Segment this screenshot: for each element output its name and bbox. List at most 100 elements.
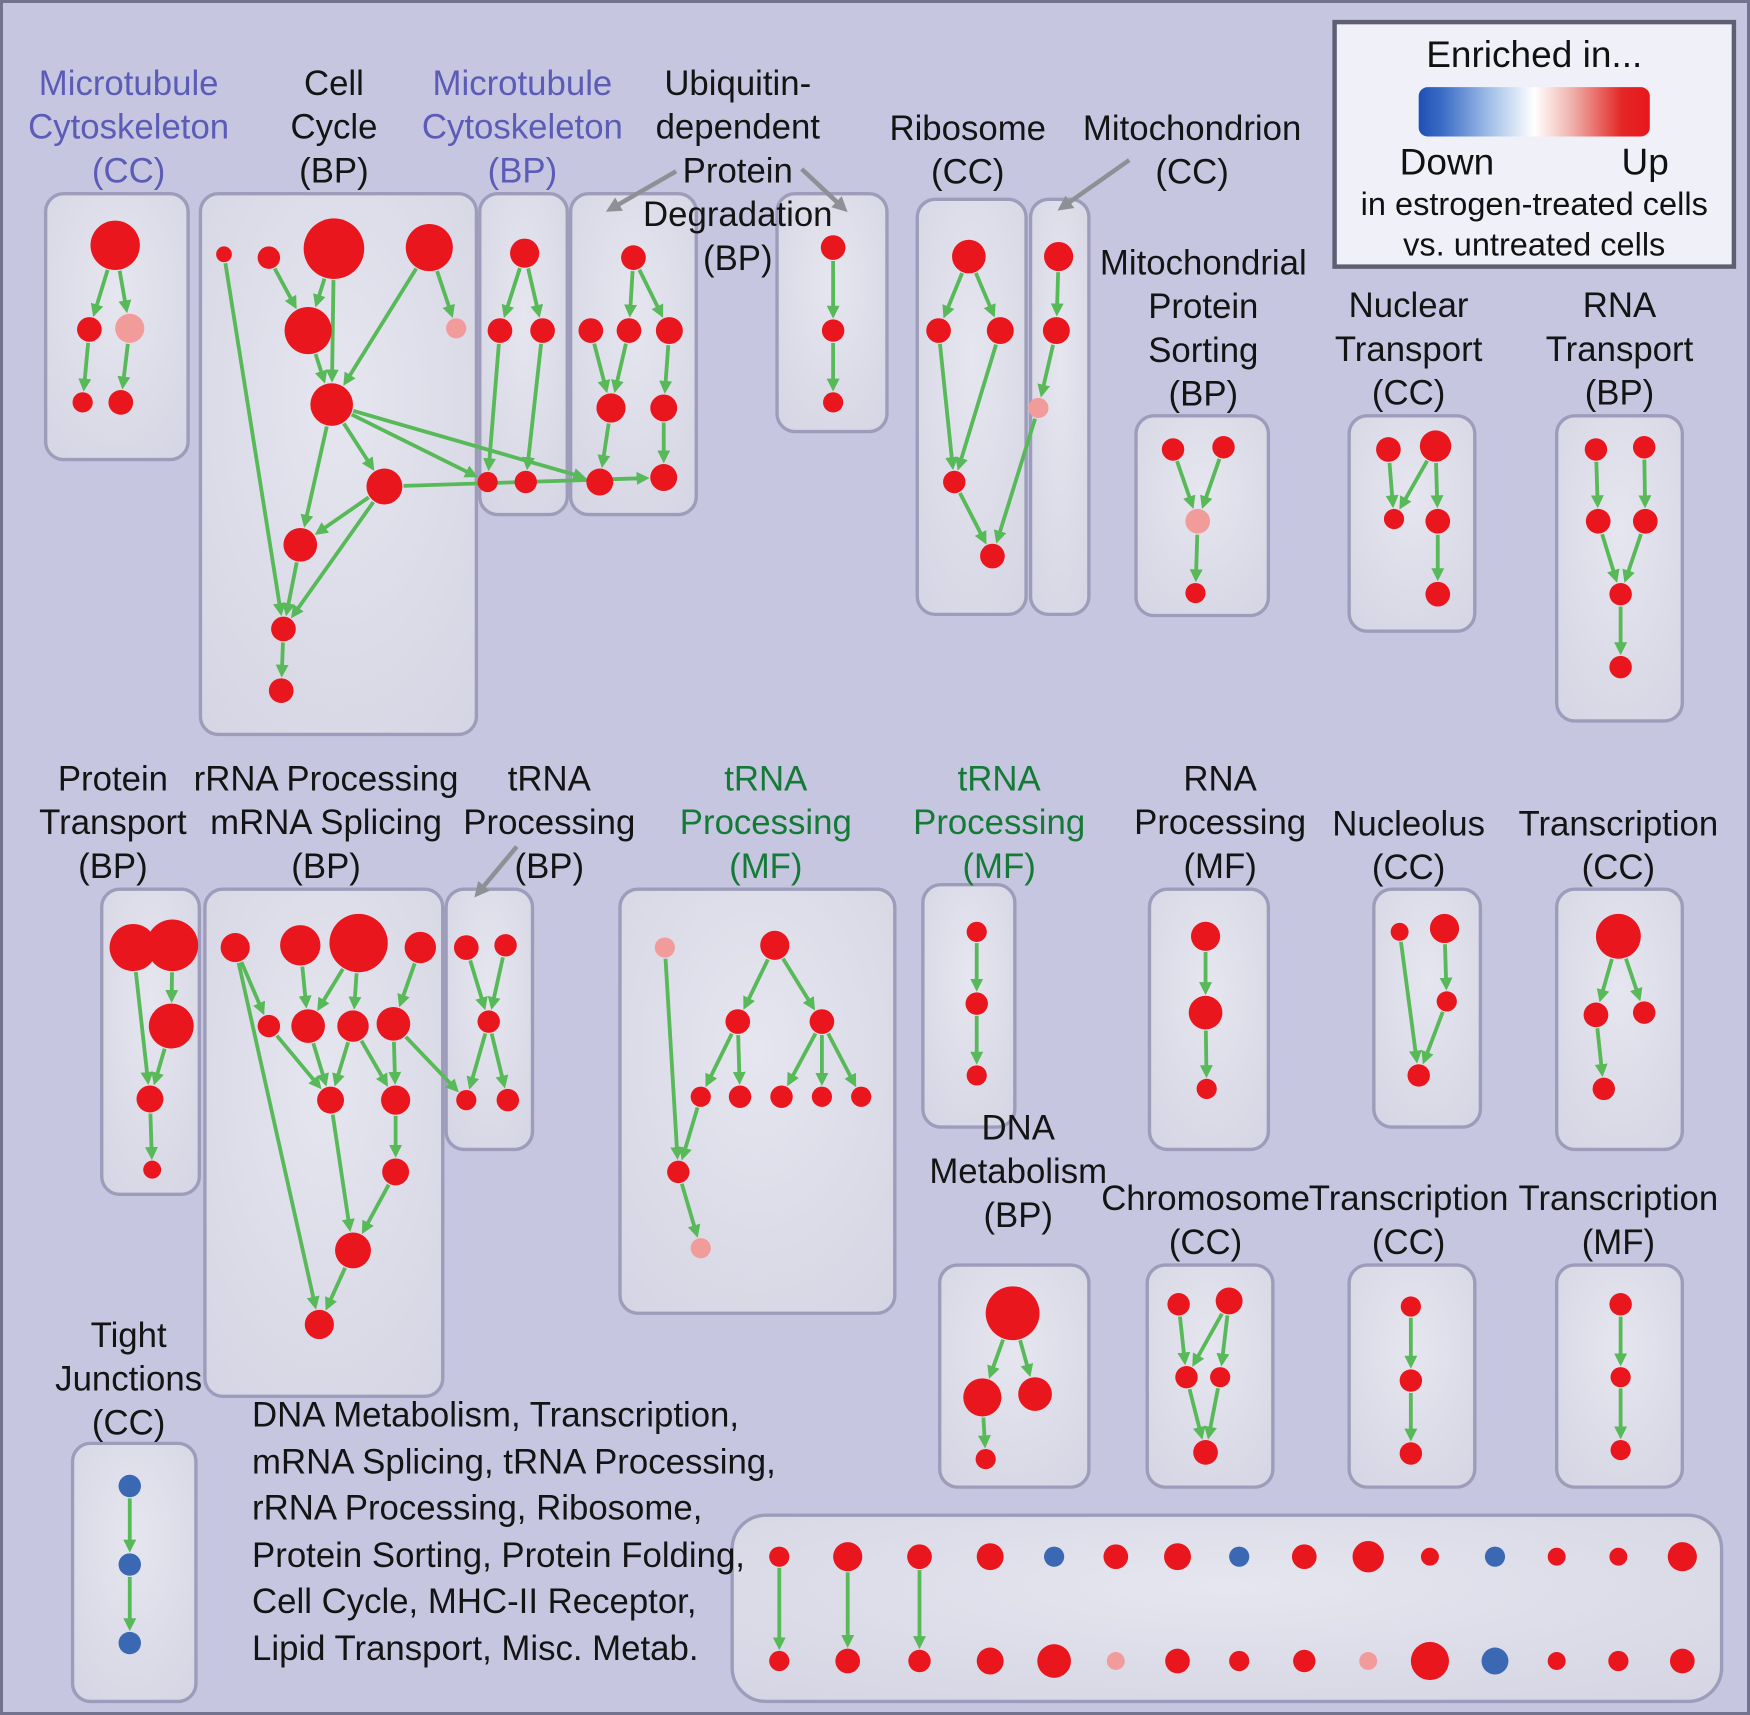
- relation-edge: [342, 422, 375, 471]
- legend-title: Enriched in...: [1426, 33, 1643, 75]
- go-term-node-rna-transport-0: [1584, 438, 1608, 461]
- go-term-node-cell-cycle-2: [303, 218, 365, 279]
- go-term-node-protein-transport-0: [109, 923, 157, 972]
- go-term-node-rna-transport-1: [1632, 436, 1656, 459]
- go-term-node-mito-protein-sorting-1: [1212, 436, 1235, 459]
- go-term-node-microtubule-cc-0: [90, 220, 140, 270]
- relation-edge: [1600, 533, 1620, 583]
- go-term-node-chromosome-0: [1167, 1293, 1190, 1316]
- relation-edge: [330, 1114, 355, 1233]
- go-term-node-mitochondrion-0: [1044, 241, 1074, 272]
- network-canvas: [43, 158, 1724, 1704]
- go-term-node-mixed-categories-19: [1359, 1652, 1378, 1670]
- go-term-node-chromosome-3: [1210, 1367, 1231, 1388]
- go-term-node-trna-processing-bp-3: [456, 1090, 477, 1111]
- go-term-node-mixed-categories-9: [1037, 1644, 1071, 1678]
- relation-edge: [993, 418, 1037, 544]
- go-term-node-mixed-categories-29: [1669, 1648, 1695, 1674]
- go-term-node-rrna-processing-3: [404, 931, 437, 964]
- relation-edge: [1037, 344, 1055, 398]
- go-term-node-mixed-categories-16: [1291, 1544, 1317, 1570]
- go-term-node-mitochondrion-1: [1042, 317, 1070, 345]
- relation-edge: [352, 408, 587, 481]
- go-term-node-rna-processing-mf-0: [1190, 921, 1221, 951]
- go-term-node-ubiquitin-degradation-3: [655, 317, 683, 345]
- go-term-node-protein-transport-4: [143, 1160, 162, 1179]
- relation-edge: [489, 1033, 509, 1089]
- go-term-node-rrna-processing-9: [381, 1085, 411, 1115]
- cluster-box-nuclear-transport: [1347, 414, 1477, 633]
- relation-edge: [1624, 958, 1643, 1002]
- relation-edge: [133, 971, 154, 1085]
- cluster-box-transcription-cc-1: [1554, 887, 1685, 1152]
- relation-edge: [1204, 1387, 1220, 1440]
- go-term-node-trna-processing-mf-2-1: [965, 992, 988, 1015]
- go-term-node-tight-junctions-2: [118, 1631, 141, 1655]
- label-callout-arrow: [800, 167, 848, 213]
- relation-edge: [117, 270, 132, 314]
- go-term-node-rna-processing-mf-1: [1188, 995, 1223, 1030]
- relation-edge: [592, 343, 611, 394]
- go-term-node-ribosome-1: [926, 318, 951, 343]
- go-term-node-transcription-mf-2: [1610, 1440, 1631, 1461]
- cluster-box-ubiquitin-degradation: [568, 192, 698, 517]
- go-term-node-mito-protein-sorting-0: [1161, 438, 1185, 461]
- cluster-box-dna-metabolism: [938, 1263, 1091, 1489]
- go-term-node-rrna-processing-5: [291, 1009, 325, 1043]
- label-callout-arrow: [1057, 158, 1131, 211]
- relation-edge: [501, 267, 522, 319]
- cluster-box-cell-cycle: [198, 192, 479, 737]
- go-term-node-trna-processing-mf-1-4: [690, 1086, 711, 1107]
- relation-edge: [313, 278, 327, 308]
- go-term-node-nuclear-transport-0: [1376, 437, 1401, 462]
- go-term-node-mixed-categories-11: [1106, 1652, 1125, 1670]
- relation-edge: [611, 343, 628, 394]
- relation-edge: [90, 269, 110, 318]
- go-term-node-ubiquitin-degradation-5: [650, 394, 678, 422]
- go-term-node-cell-cycle-9: [271, 616, 296, 642]
- relation-edge: [282, 562, 299, 617]
- go-term-node-cell-cycle-3: [405, 223, 453, 272]
- go-term-node-rrna-processing-0: [220, 932, 250, 963]
- go-term-node-rna-transport-3: [1632, 508, 1658, 534]
- relation-edge: [343, 267, 418, 386]
- relation-edge: [1175, 460, 1196, 509]
- label-callout-arrow: [474, 845, 519, 898]
- relation-edge: [313, 353, 328, 384]
- relation-edge: [958, 492, 987, 545]
- go-term-node-ribosome-3: [943, 470, 966, 494]
- legend-up-label: Up: [1621, 140, 1669, 183]
- go-term-node-mixed-categories-1: [769, 1650, 790, 1672]
- go-term-node-trna-processing-mf-1-6: [770, 1085, 793, 1108]
- go-term-node-mixed-categories-5: [908, 1649, 931, 1673]
- relation-edge: [1050, 272, 1064, 317]
- relation-edge: [781, 957, 816, 1011]
- relation-edge: [637, 268, 664, 318]
- go-term-node-nuclear-transport-4: [1425, 581, 1451, 607]
- go-term-node-ubiquitin-degradation-2-2: [823, 392, 844, 413]
- cluster-box-rna-transport: [1554, 414, 1685, 723]
- go-term-node-trna-processing-bp-2: [477, 1010, 500, 1033]
- figure-stage: Microtubule Cytoskeleton (CC) Cell Cycle …: [3, 3, 1747, 1712]
- go-term-node-transcription-mf-0: [1609, 1293, 1632, 1316]
- go-term-node-mixed-categories-17: [1293, 1649, 1316, 1673]
- go-term-node-rrna-processing-6: [337, 1010, 369, 1042]
- go-term-node-cell-cycle-10: [268, 678, 294, 703]
- go-term-node-ubiquitin-degradation-6: [586, 468, 614, 496]
- go-term-node-rna-transport-5: [1609, 655, 1632, 679]
- go-term-node-rna-transport-4: [1609, 582, 1632, 606]
- relation-edge: [1590, 461, 1604, 509]
- go-term-node-ribosome-4: [980, 543, 1005, 569]
- go-term-node-microtubule-cc-3: [72, 392, 93, 413]
- go-term-node-mixed-categories-23: [1481, 1647, 1509, 1675]
- go-term-node-trna-processing-mf-1-8: [851, 1086, 872, 1107]
- go-term-node-ubiquitin-degradation-2: [616, 318, 642, 343]
- relation-edge: [522, 343, 543, 471]
- go-term-node-trna-processing-mf-1-0: [654, 937, 675, 958]
- relation-edge: [977, 1417, 991, 1449]
- relation-edge: [1018, 1339, 1034, 1378]
- relation-edge: [350, 412, 478, 478]
- go-term-node-microtubule-bp-0: [510, 238, 540, 268]
- relation-edge: [732, 1034, 746, 1085]
